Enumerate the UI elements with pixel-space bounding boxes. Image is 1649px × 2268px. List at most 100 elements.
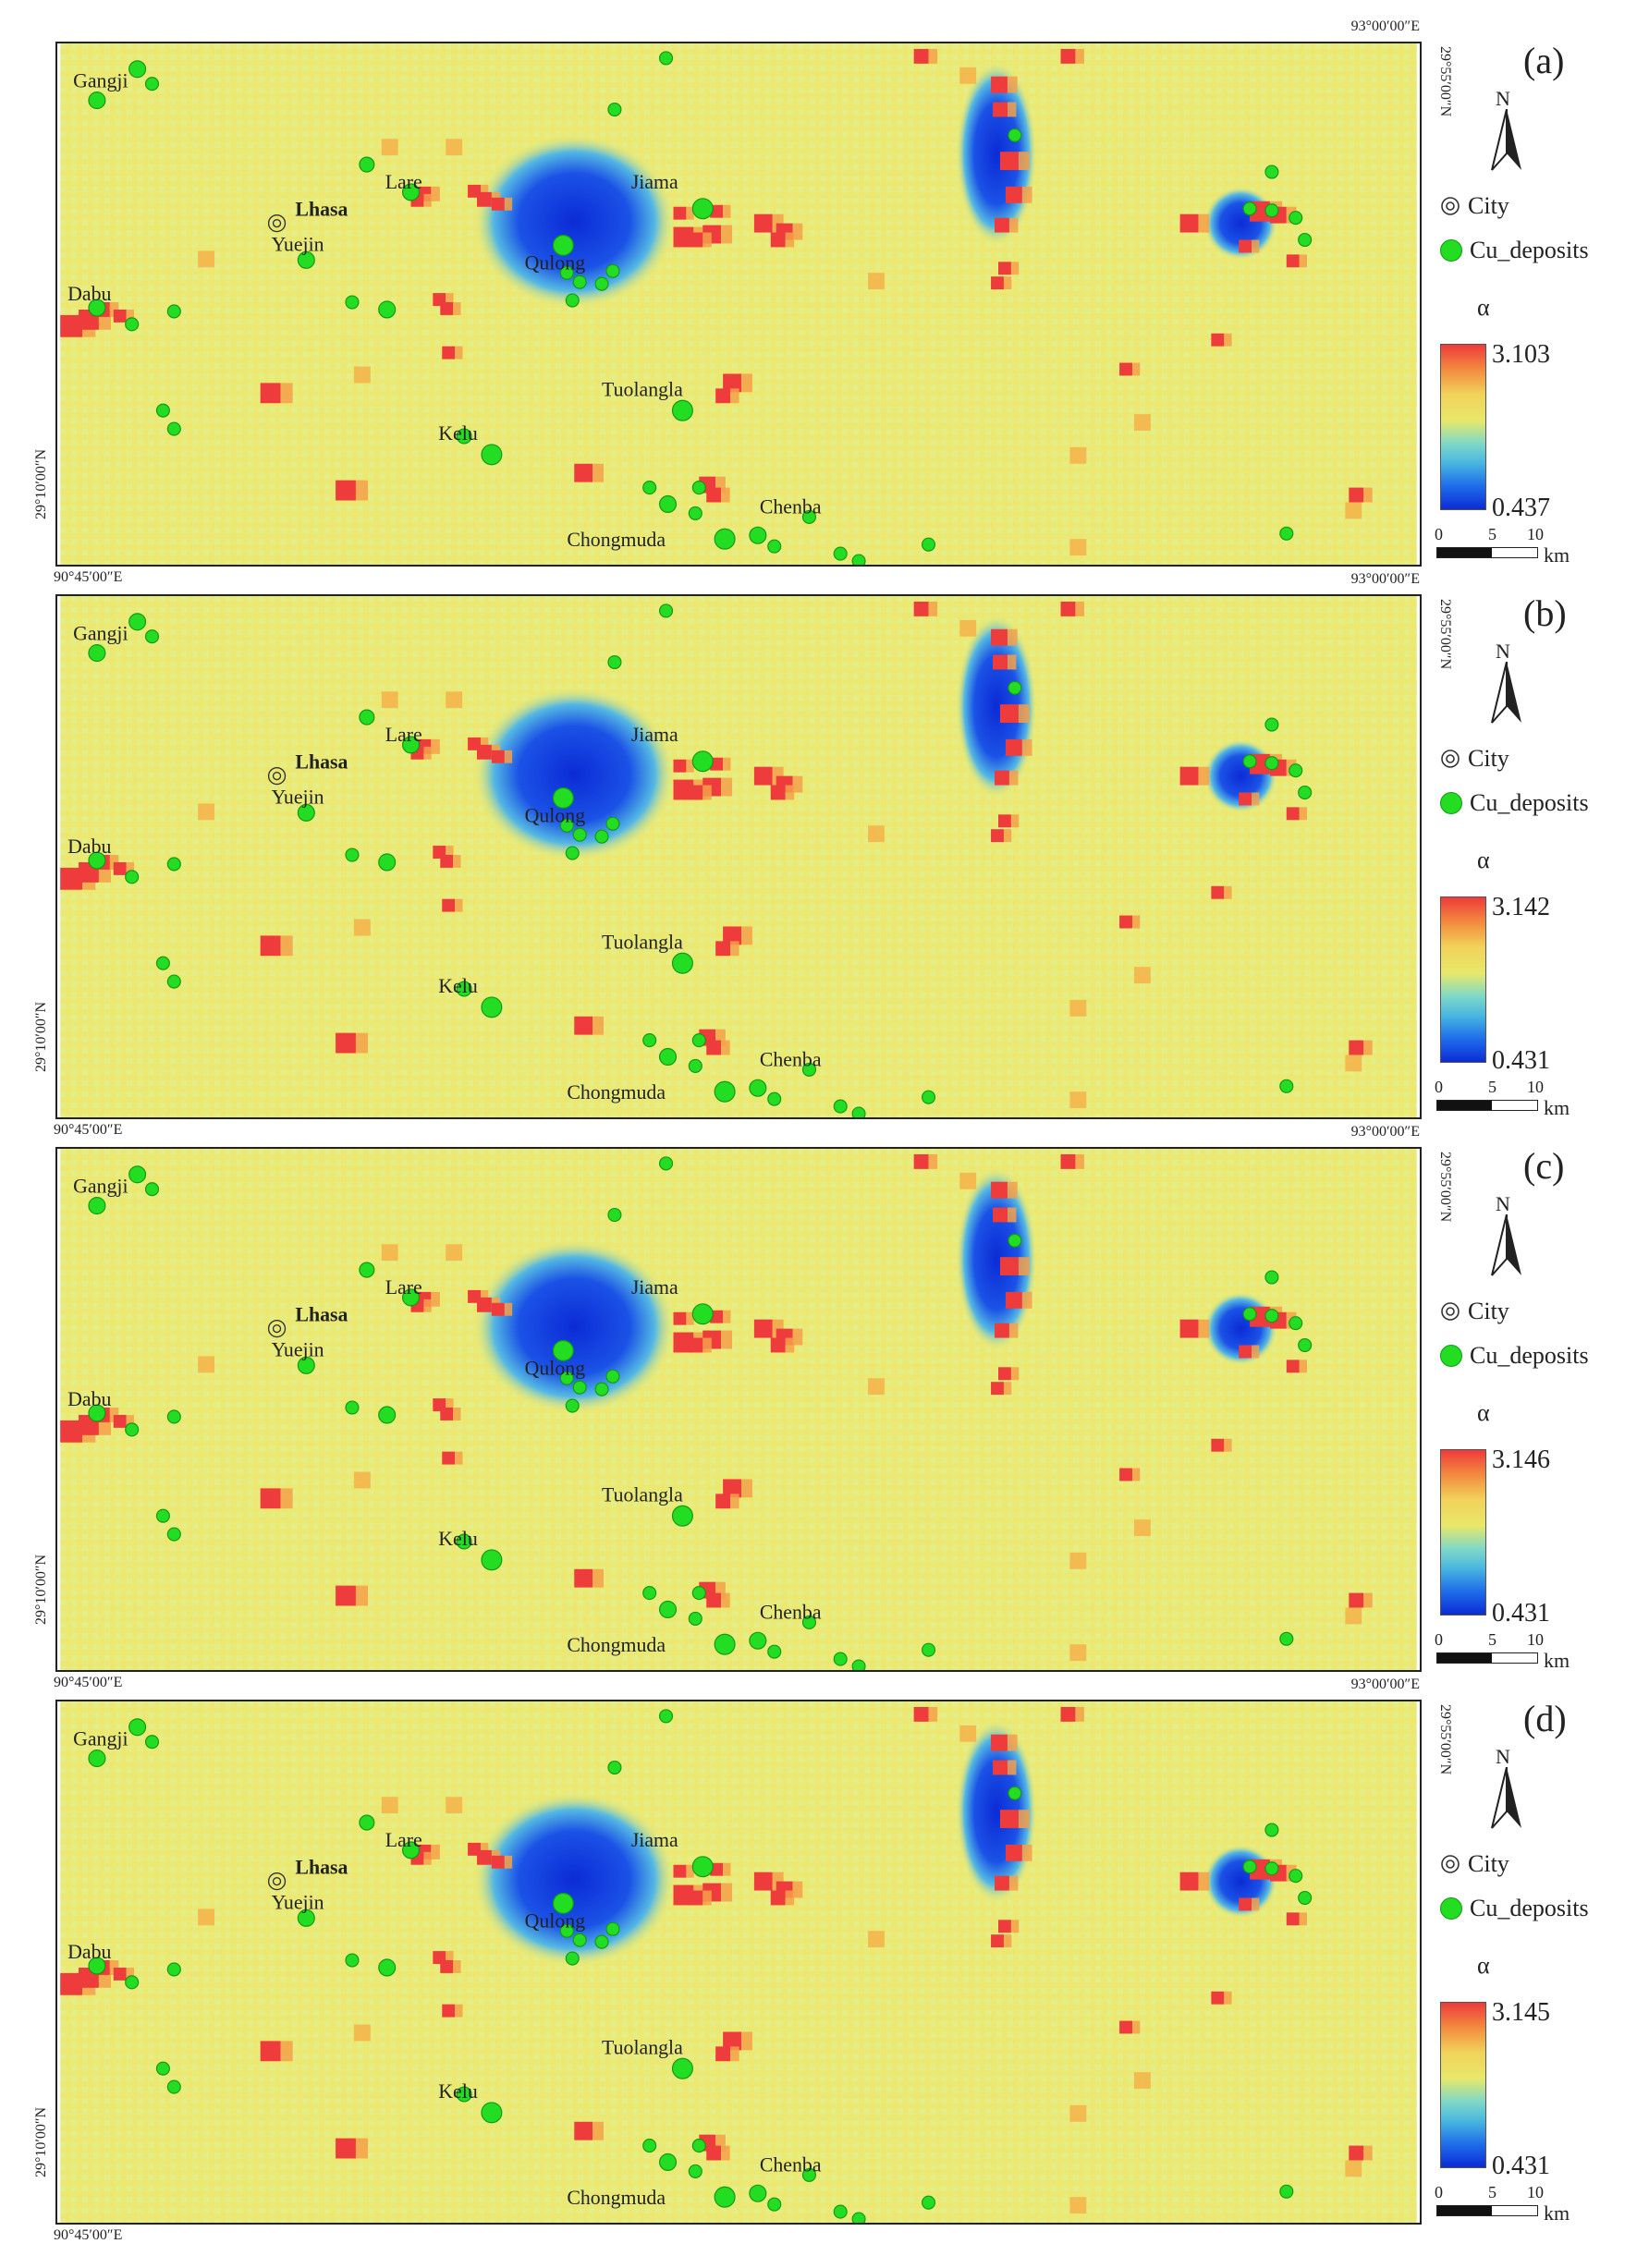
high-alpha-halo [453, 855, 461, 868]
high-alpha-cell [1119, 2020, 1132, 2034]
legend-city-label: City [1468, 1298, 1509, 1324]
high-alpha-cell [998, 1367, 1011, 1381]
cu-deposit-marker [88, 299, 106, 317]
cu-deposit-marker [691, 198, 714, 220]
scale-bar: 0 5 10 km [1435, 525, 1647, 571]
place-label-yuejin: Yuejin [272, 1891, 324, 1913]
place-label-jiama: Jiama [631, 171, 678, 193]
cu-deposit-marker [1264, 1823, 1279, 1837]
scale-tick-5: 5 [1488, 1630, 1496, 1649]
longitude-right-label: 93°00′00″E [1350, 18, 1420, 34]
scale-tick-0: 0 [1435, 1078, 1443, 1096]
cu-deposit-marker [572, 827, 587, 842]
place-label-lare: Lare [385, 1829, 422, 1851]
high-alpha-cell [113, 1967, 127, 1981]
high-alpha-halo [715, 476, 726, 494]
high-alpha-cell [1060, 1153, 1076, 1169]
high-alpha-halo [1252, 1345, 1260, 1359]
high-alpha-halo [1131, 362, 1141, 376]
cu-deposit-marker [921, 1642, 936, 1657]
place-label-qulong: Qulong [525, 804, 586, 826]
high-alpha-cell [673, 1311, 687, 1325]
high-alpha-halo [1198, 766, 1210, 786]
high-alpha-halo [592, 463, 605, 482]
high-alpha-halo [1007, 102, 1017, 117]
high-alpha-halo [480, 737, 489, 750]
high-alpha-cell [574, 1568, 593, 1588]
cu-deposit-marker [688, 1611, 702, 1626]
scale-tick-10: 10 [1527, 2183, 1544, 2201]
cu-deposit-marker [714, 1633, 736, 1655]
cu-deposit-marker [767, 1091, 782, 1106]
high-alpha-halo [1363, 2145, 1373, 2161]
high-alpha-halo [280, 2041, 293, 2062]
legend-city-row: City [1440, 1850, 1509, 1878]
high-alpha-cell [991, 1181, 1008, 1199]
high-alpha-cell [913, 601, 929, 616]
high-alpha-halo [455, 898, 463, 912]
high-alpha-halo [785, 232, 795, 248]
high-alpha-halo [1075, 48, 1084, 64]
high-alpha-cell [991, 1382, 1004, 1396]
cu-deposit-marker [1008, 1786, 1022, 1800]
high-alpha-cell [913, 1706, 929, 1722]
cu-deposit-marker [125, 870, 140, 884]
place-label-chongmuda: Chongmuda [567, 2187, 666, 2209]
map-panel: 93°00′00″E 90°45′00″E 29°55′00″N 29°10′00″N… [0, 1658, 1649, 2243]
cu-deposit-marker [833, 546, 848, 561]
moderate-alpha-cell [381, 139, 398, 156]
legend-city-label: City [1468, 192, 1509, 219]
cu-deposit-marker [833, 1652, 848, 1666]
place-label-jiama: Jiama [631, 1276, 678, 1299]
high-alpha-halo [1131, 2020, 1141, 2034]
cu-deposit-marker [801, 2167, 817, 2182]
cu-deposit-marker [1264, 756, 1279, 771]
cu-deposit-marker [155, 956, 170, 970]
high-alpha-cell [1239, 1345, 1252, 1359]
cu-deposit-marker [714, 2186, 736, 2208]
low-alpha-anomaly [473, 687, 676, 861]
high-alpha-cell [991, 829, 1004, 843]
scale-unit: km [1544, 2201, 1570, 2225]
cu-deposit-marker [1298, 1890, 1313, 1906]
legend-deposit-row: Cu_deposits [1440, 237, 1589, 264]
legend-deposit-row: Cu_deposits [1440, 1895, 1589, 1922]
city-symbol-icon [1441, 197, 1460, 215]
cu-deposit-marker [166, 421, 181, 436]
high-alpha-halo [453, 302, 461, 315]
moderate-alpha-cell [1069, 1644, 1087, 1662]
alpha-raster-map: Gangji Lare Lhasa Yuejin Jiama Qulong Dabu Tuol… [55, 1700, 1422, 2225]
high-alpha-cell [60, 1972, 83, 1995]
high-alpha-cell [1211, 1991, 1225, 2005]
high-alpha-cell [1005, 738, 1022, 756]
high-alpha-halo [730, 2046, 739, 2062]
high-alpha-halo [740, 1479, 752, 1498]
alpha-raster-map: Gangji Lare Lhasa Yuejin Jiama Qulong Dabu Tuol… [55, 42, 1422, 567]
place-label-jiama: Jiama [631, 1829, 678, 1851]
high-alpha-cell [1060, 48, 1076, 64]
high-alpha-halo [723, 1862, 731, 1876]
moderate-alpha-cell [959, 1725, 977, 1742]
scale-tick-10: 10 [1527, 1630, 1544, 1649]
high-alpha-halo [592, 2121, 605, 2140]
cu-deposit-marker [691, 481, 706, 495]
cu-deposit-marker [642, 1586, 657, 1601]
moderate-alpha-cell [959, 67, 977, 84]
high-alpha-cell [260, 1488, 281, 1509]
high-alpha-cell [477, 744, 492, 760]
place-label-tuolangla: Tuolangla [602, 2036, 683, 2058]
high-alpha-halo [928, 601, 938, 616]
high-alpha-halo [1363, 1040, 1373, 1055]
cu-deposit-marker [659, 1047, 678, 1066]
legend-city-row: City [1440, 192, 1509, 220]
place-label-jiama: Jiama [631, 724, 678, 746]
high-alpha-cell [442, 346, 456, 360]
cu-deposit-marker [565, 846, 580, 860]
high-alpha-halo [1018, 152, 1030, 171]
place-label-chenba: Chenba [760, 495, 822, 518]
place-label-lhasa: Lhasa [295, 1304, 348, 1326]
cu-deposit-marker [594, 1382, 609, 1396]
high-alpha-cell [60, 867, 83, 890]
alpha-min-value: 0.437 [1492, 494, 1550, 522]
high-alpha-cell [1119, 1468, 1132, 1482]
